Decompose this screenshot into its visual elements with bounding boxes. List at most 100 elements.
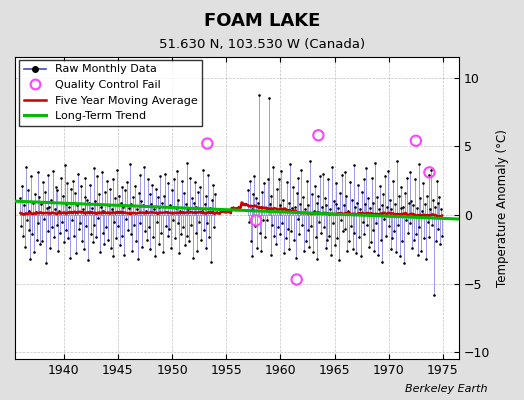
Point — [307, 223, 315, 229]
Point — [113, 166, 121, 173]
Point — [365, 243, 373, 250]
Point — [412, 205, 421, 211]
Point — [373, 194, 381, 200]
Point — [105, 202, 113, 208]
Point — [333, 235, 342, 242]
Point — [314, 132, 323, 138]
Point — [17, 223, 26, 229]
Point — [422, 192, 431, 199]
Point — [163, 232, 172, 239]
Point — [366, 205, 374, 211]
Point — [391, 201, 399, 207]
Point — [303, 227, 312, 233]
Point — [385, 223, 393, 229]
Point — [265, 95, 273, 102]
Point — [359, 176, 368, 182]
Point — [115, 192, 123, 199]
Point — [77, 183, 85, 189]
Point — [337, 217, 345, 224]
Point — [432, 178, 441, 184]
Point — [132, 238, 140, 244]
Point — [18, 183, 26, 189]
Point — [324, 176, 333, 182]
Point — [34, 220, 42, 226]
Point — [154, 194, 162, 200]
Point — [31, 209, 40, 215]
Point — [299, 194, 307, 200]
Point — [306, 158, 314, 164]
Point — [285, 199, 293, 206]
Point — [16, 195, 25, 202]
Point — [69, 178, 77, 184]
Point — [339, 228, 347, 235]
Point — [184, 206, 192, 213]
Point — [50, 206, 59, 213]
Point — [372, 220, 380, 226]
Point — [436, 240, 444, 247]
Point — [188, 195, 196, 202]
Point — [144, 176, 152, 182]
Point — [126, 231, 135, 237]
Point — [59, 192, 67, 199]
Point — [407, 198, 416, 204]
Point — [203, 140, 212, 147]
Point — [428, 221, 436, 228]
Point — [155, 240, 163, 247]
Point — [367, 175, 376, 181]
Point — [60, 162, 69, 169]
Point — [191, 179, 199, 185]
Point — [396, 205, 405, 211]
Point — [358, 219, 367, 225]
Point — [291, 204, 299, 210]
Point — [149, 234, 157, 240]
Point — [345, 238, 353, 244]
Point — [263, 217, 271, 224]
Point — [341, 226, 350, 232]
Point — [186, 175, 194, 181]
Point — [192, 204, 201, 210]
Point — [378, 258, 387, 265]
Point — [128, 248, 137, 254]
Point — [118, 232, 127, 239]
Point — [82, 223, 91, 229]
Point — [293, 216, 302, 222]
Point — [282, 179, 291, 185]
Point — [166, 202, 174, 208]
Y-axis label: Temperature Anomaly (°C): Temperature Anomaly (°C) — [496, 129, 509, 287]
Point — [40, 216, 48, 222]
Point — [75, 226, 83, 232]
Point — [418, 208, 427, 214]
Point — [150, 206, 158, 213]
Point — [252, 217, 260, 224]
Point — [254, 199, 262, 206]
Point — [344, 208, 352, 214]
Point — [392, 249, 400, 255]
Point — [208, 197, 216, 203]
Point — [79, 206, 87, 213]
Point — [295, 231, 303, 237]
Point — [92, 234, 101, 240]
Point — [272, 240, 280, 247]
Point — [413, 252, 422, 258]
Point — [421, 201, 429, 207]
Point — [195, 219, 203, 225]
Point — [259, 217, 267, 224]
Point — [392, 158, 401, 164]
Point — [256, 204, 265, 210]
Point — [202, 192, 211, 199]
Point — [261, 234, 269, 240]
Point — [199, 166, 207, 173]
Point — [435, 194, 443, 200]
Point — [409, 202, 417, 208]
Point — [85, 199, 93, 206]
Point — [143, 236, 151, 243]
Point — [395, 192, 403, 199]
Point — [309, 249, 317, 255]
Text: Berkeley Earth: Berkeley Earth — [405, 384, 487, 394]
Point — [387, 206, 396, 213]
Point — [170, 176, 178, 182]
Point — [289, 184, 297, 191]
Point — [141, 228, 149, 235]
Point — [290, 236, 298, 243]
Point — [321, 245, 330, 251]
